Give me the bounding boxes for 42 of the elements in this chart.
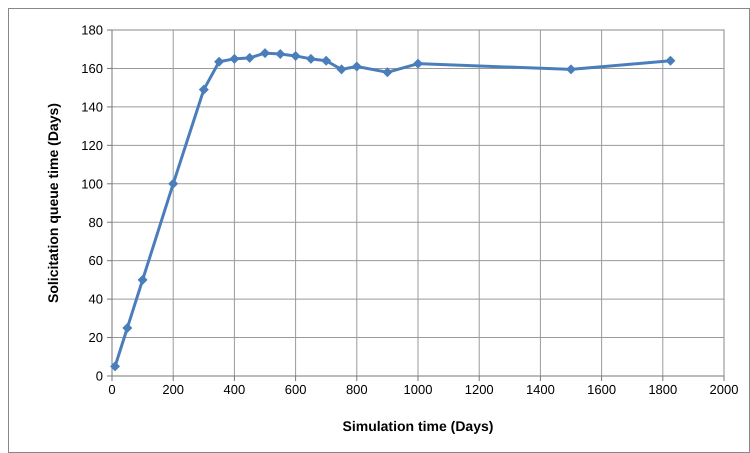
y-tick-label: 100 <box>81 176 103 192</box>
y-axis-title: Solicitation queue time (Days) <box>45 103 61 303</box>
point <box>321 56 332 66</box>
y-tick-label: 60 <box>88 253 103 268</box>
x-tick-label: 800 <box>346 382 368 397</box>
x-tick-label: 1000 <box>404 382 432 397</box>
y-tick-label: 0 <box>96 368 103 384</box>
x-tick-label: 1800 <box>648 382 678 397</box>
point <box>214 56 224 67</box>
x-axis-title: Simulation time (Days) <box>342 418 494 434</box>
y-tick-label: 120 <box>81 138 103 153</box>
point <box>138 274 148 285</box>
y-tick-label: 80 <box>88 214 103 230</box>
point <box>244 52 255 63</box>
point <box>122 322 132 333</box>
x-tick-label: 1200 <box>464 382 494 397</box>
point <box>229 54 240 64</box>
x-tick-label: 2000 <box>710 382 738 397</box>
point <box>566 64 576 74</box>
point <box>665 56 676 66</box>
point <box>290 50 301 61</box>
point <box>413 58 423 69</box>
point <box>198 84 209 95</box>
x-tick-label: 200 <box>162 382 184 397</box>
point <box>352 62 362 72</box>
point <box>382 67 392 78</box>
y-tick-label: 160 <box>81 60 103 76</box>
point <box>110 361 120 372</box>
point <box>260 48 270 58</box>
point <box>275 49 286 60</box>
y-tick-label: 20 <box>88 330 103 346</box>
x-tick-label: 0 <box>108 382 116 397</box>
x-tick-label: 1400 <box>526 382 555 397</box>
point <box>306 54 316 64</box>
x-tick-label: 1600 <box>587 382 616 397</box>
y-tick-label: 40 <box>88 292 103 307</box>
x-tick-label: 400 <box>224 382 246 397</box>
point <box>168 178 178 189</box>
x-tick-label: 600 <box>284 382 306 397</box>
y-tick-label: 140 <box>81 99 103 114</box>
y-tick-label: 180 <box>81 22 103 38</box>
point <box>336 64 346 74</box>
